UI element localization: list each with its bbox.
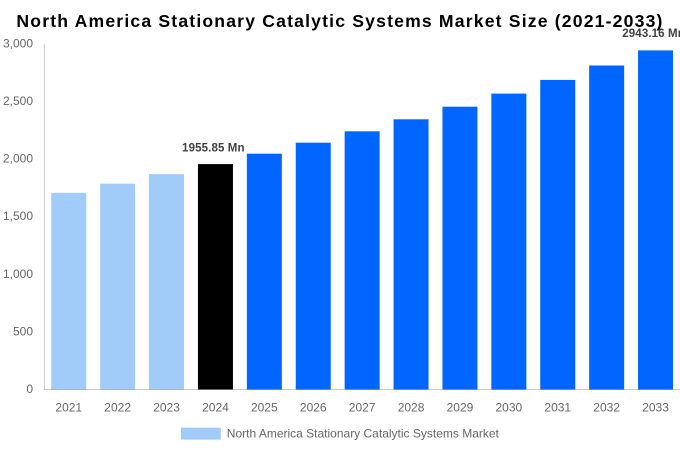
svg-text:3,000: 3,000 [3,37,33,51]
svg-text:2028: 2028 [398,401,425,415]
svg-text:2033: 2033 [642,401,669,415]
svg-text:North America Stationary Catal: North America Stationary Catalytic Syste… [227,426,500,440]
svg-text:2026: 2026 [300,401,327,415]
svg-text:0: 0 [26,382,33,396]
svg-text:2,500: 2,500 [3,94,33,108]
svg-text:2943.16 Mn: 2943.16 Mn [622,28,680,40]
svg-text:1955.85 Mn: 1955.85 Mn [182,143,244,155]
svg-text:2023: 2023 [153,401,180,415]
svg-text:2030: 2030 [495,401,522,415]
svg-text:1,500: 1,500 [3,209,33,223]
svg-text:1,000: 1,000 [3,267,33,281]
svg-text:2024: 2024 [202,401,229,415]
svg-text:2027: 2027 [349,401,376,415]
svg-text:2031: 2031 [544,401,571,415]
svg-text:2025: 2025 [251,401,278,415]
svg-text:2021: 2021 [55,401,82,415]
svg-text:2,000: 2,000 [3,152,33,166]
svg-text:2022: 2022 [104,401,131,415]
svg-text:500: 500 [13,324,33,338]
svg-text:2032: 2032 [593,401,620,415]
svg-text:North America Stationary Catal: North America Stationary Catalytic Syste… [16,11,662,31]
svg-text:2029: 2029 [447,401,474,415]
